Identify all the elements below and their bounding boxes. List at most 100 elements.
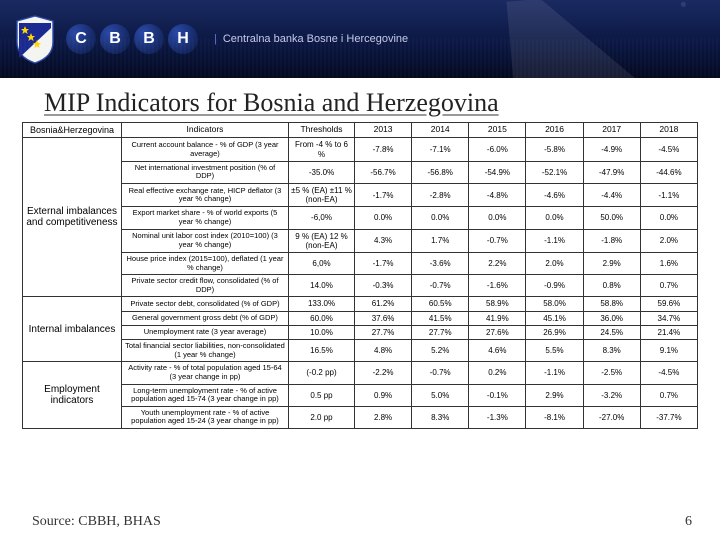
header-subtitle: | Centralna banka Bosne i Hercegovine — [214, 33, 408, 45]
value-cell: 58.0% — [526, 297, 583, 311]
category-cell: Employment indicators — [23, 362, 122, 429]
indicator-cell: Long-term unemployment rate - % of activ… — [121, 384, 288, 406]
value-cell: -44.6% — [640, 161, 697, 183]
table-row: Employment indicatorsActivity rate - % o… — [23, 362, 698, 384]
table-row: Private sector credit flow, consolidated… — [23, 275, 698, 297]
value-cell: 0.8% — [583, 275, 640, 297]
value-cell: -3.6% — [412, 252, 469, 274]
threshold-cell: 0.5 pp — [289, 384, 355, 406]
value-cell: -2.5% — [583, 362, 640, 384]
value-cell: 2.0% — [640, 229, 697, 252]
col-year: 2015 — [469, 123, 526, 138]
value-cell: 41.5% — [412, 311, 469, 325]
value-cell: 60.5% — [412, 297, 469, 311]
threshold-cell: -35.0% — [289, 161, 355, 183]
table-row: Total financial sector liabilities, non-… — [23, 340, 698, 362]
header-bar: C B B H | Centralna banka Bosne i Herceg… — [0, 0, 720, 78]
logo-letter: B — [100, 24, 130, 54]
value-cell: 34.7% — [640, 311, 697, 325]
value-cell: 26.9% — [526, 325, 583, 339]
table-row: House price index (2015=100), deflated (… — [23, 252, 698, 274]
value-cell: -54.9% — [469, 161, 526, 183]
threshold-cell: 6,0% — [289, 252, 355, 274]
value-cell: 50.0% — [583, 207, 640, 229]
value-cell: 2.2% — [469, 252, 526, 274]
value-cell: 0.9% — [354, 384, 411, 406]
value-cell: -3.2% — [583, 384, 640, 406]
col-year: 2014 — [412, 123, 469, 138]
value-cell: -0.7% — [412, 275, 469, 297]
col-year: 2017 — [583, 123, 640, 138]
value-cell: -4.6% — [526, 183, 583, 206]
value-cell: 61.2% — [354, 297, 411, 311]
value-cell: -4.4% — [583, 183, 640, 206]
value-cell: 5.5% — [526, 340, 583, 362]
subtitle-text: Centralna banka Bosne i Hercegovine — [223, 33, 408, 45]
threshold-cell: 133.0% — [289, 297, 355, 311]
col-indicators: Indicators — [121, 123, 288, 138]
value-cell: 4.6% — [469, 340, 526, 362]
logo-letter: C — [66, 24, 96, 54]
col-year: 2016 — [526, 123, 583, 138]
value-cell: -2.8% — [412, 183, 469, 206]
value-cell: -1.7% — [354, 252, 411, 274]
table-row: Long-term unemployment rate - % of activ… — [23, 384, 698, 406]
threshold-cell: (-0.2 pp) — [289, 362, 355, 384]
value-cell: 0.0% — [354, 207, 411, 229]
threshold-cell: 60.0% — [289, 311, 355, 325]
value-cell: -4.5% — [640, 362, 697, 384]
page-number: 6 — [685, 514, 692, 530]
table-row: Export market share - % of world exports… — [23, 207, 698, 229]
value-cell: 2.9% — [526, 384, 583, 406]
table-row: Real effective exchange rate, HICP defla… — [23, 183, 698, 206]
value-cell: -6.0% — [469, 138, 526, 161]
value-cell: 0.7% — [640, 275, 697, 297]
value-cell: -1.7% — [354, 183, 411, 206]
value-cell: 8.3% — [583, 340, 640, 362]
value-cell: -0.1% — [469, 384, 526, 406]
value-cell: -1.1% — [526, 362, 583, 384]
separator-icon: | — [214, 33, 217, 45]
threshold-cell: 16.5% — [289, 340, 355, 362]
value-cell: 8.3% — [412, 406, 469, 428]
indicator-cell: Real effective exchange rate, HICP defla… — [121, 183, 288, 206]
value-cell: -4.5% — [640, 138, 697, 161]
logo-letter: H — [168, 24, 198, 54]
value-cell: 27.6% — [469, 325, 526, 339]
header-watermark-icon — [506, 0, 720, 78]
table-row: Net international investment position (%… — [23, 161, 698, 183]
corner-label: Bosnia&Herzegovina — [23, 123, 122, 138]
value-cell: -1.1% — [640, 183, 697, 206]
indicator-cell: Export market share - % of world exports… — [121, 207, 288, 229]
value-cell: -0.7% — [469, 229, 526, 252]
indicator-cell: Nominal unit labor cost index (2010=100)… — [121, 229, 288, 252]
value-cell: 21.4% — [640, 325, 697, 339]
value-cell: -5.8% — [526, 138, 583, 161]
value-cell: 0.2% — [469, 362, 526, 384]
value-cell: -56.7% — [354, 161, 411, 183]
slide: C B B H | Centralna banka Bosne i Herceg… — [0, 0, 720, 540]
category-cell: External imbalances and competitiveness — [23, 138, 122, 297]
slide-title: MIP Indicators for Bosnia and Herzegovin… — [44, 88, 720, 118]
table-header-row: Bosnia&Herzegovina Indicators Thresholds… — [23, 123, 698, 138]
value-cell: 45.1% — [526, 311, 583, 325]
indicators-table-wrap: Bosnia&Herzegovina Indicators Thresholds… — [22, 122, 698, 429]
value-cell: 1.7% — [412, 229, 469, 252]
value-cell: 1.6% — [640, 252, 697, 274]
value-cell: -7.8% — [354, 138, 411, 161]
table-row: External imbalances and competitivenessC… — [23, 138, 698, 161]
threshold-cell: 9 % (EA) 12 % (non-EA) — [289, 229, 355, 252]
value-cell: -37.7% — [640, 406, 697, 428]
indicator-cell: Activity rate - % of total population ag… — [121, 362, 288, 384]
value-cell: 0.0% — [526, 207, 583, 229]
value-cell: 2.0% — [526, 252, 583, 274]
indicator-cell: Net international investment position (%… — [121, 161, 288, 183]
value-cell: 4.3% — [354, 229, 411, 252]
logo-letter: B — [134, 24, 164, 54]
value-cell: -1.8% — [583, 229, 640, 252]
value-cell: -7.1% — [412, 138, 469, 161]
cbbh-shield-icon — [14, 14, 56, 64]
value-cell: -52.1% — [526, 161, 583, 183]
value-cell: -4.9% — [583, 138, 640, 161]
value-cell: -47.9% — [583, 161, 640, 183]
